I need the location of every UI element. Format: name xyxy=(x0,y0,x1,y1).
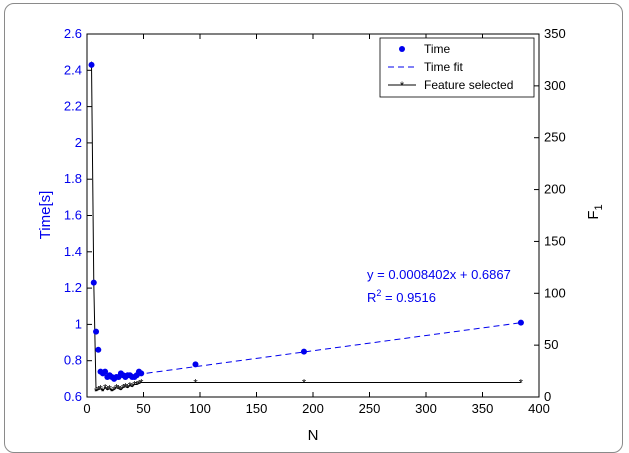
y-right-tick-label: 100 xyxy=(544,285,566,300)
legend-time-fit-label: Time fit xyxy=(424,60,464,74)
feature-selected-point: * xyxy=(137,379,142,391)
y-axis-right-label-base: F xyxy=(585,210,602,219)
y-left-tick-label: 1.2 xyxy=(64,280,82,295)
x-tick-label: 400 xyxy=(528,401,550,416)
fit-equation: y = 0.0008402x + 0.6867 xyxy=(367,267,511,282)
y-axis-left-label: Time[s] xyxy=(37,191,54,240)
feature-selected-point: * xyxy=(519,377,524,389)
chart-marks: ************************** xyxy=(88,60,524,398)
feature-selected-point: * xyxy=(121,383,126,395)
y-left-tick-label: 1 xyxy=(75,316,82,331)
feature-selected-point: * xyxy=(116,384,121,396)
x-tick-label: 250 xyxy=(359,401,381,416)
y-left-tick-label: 0.6 xyxy=(64,389,82,404)
y-right-tick-label: 300 xyxy=(544,78,566,93)
time-point xyxy=(192,361,199,368)
svg-text:F1: F1 xyxy=(585,204,605,219)
x-tick-label: 150 xyxy=(246,401,268,416)
time-fit-line xyxy=(136,322,521,376)
feature-selected-point: * xyxy=(114,383,119,395)
x-tick-label: 200 xyxy=(302,401,324,416)
time-point xyxy=(517,319,524,326)
feature-selected-point: * xyxy=(132,380,137,392)
feature-selected-point: * xyxy=(94,386,99,398)
legend-feature-label: Feature selected xyxy=(424,78,513,92)
x-tick-label: 0 xyxy=(83,401,90,416)
x-tick-label: 100 xyxy=(189,401,211,416)
feature-selected-point: * xyxy=(128,381,133,393)
feature-selected-point: * xyxy=(105,385,110,397)
y-right-tick-label: 350 xyxy=(544,26,566,41)
time-point xyxy=(93,328,100,335)
r-squared-base: R xyxy=(367,290,376,305)
feature-selected-point: * xyxy=(110,386,115,398)
y-left-tick-label: 2.4 xyxy=(64,62,82,77)
time-point xyxy=(138,370,145,377)
time-point xyxy=(102,368,109,375)
legend-time-label: Time xyxy=(424,42,451,56)
r-squared: R2 = 0.9516 xyxy=(367,288,436,305)
legend: Time Time fit * Feature selected xyxy=(379,37,535,98)
time-point xyxy=(300,348,307,355)
feature-selected-point: * xyxy=(126,383,131,395)
feature-selected-point: * xyxy=(302,377,307,389)
legend-box xyxy=(379,37,535,98)
r-squared-sup: 2 xyxy=(376,288,381,298)
x-axis-label: N xyxy=(308,427,319,443)
y-right-tick-label: 250 xyxy=(544,130,566,145)
feature-selected-point: * xyxy=(103,383,108,395)
y-left-tick-label: 0.8 xyxy=(64,353,82,368)
y-left-tick-label: 1.4 xyxy=(64,244,82,259)
feature-selected-point: * xyxy=(135,380,140,392)
legend-feature-marker: * xyxy=(400,80,405,92)
y-axis-right-label-sub: 1 xyxy=(593,204,605,210)
y-left-tick-label: 1.6 xyxy=(64,208,82,223)
legend-time-marker xyxy=(399,46,405,52)
feature-selected-point: * xyxy=(119,385,124,397)
time-features-chart: ************************** 0501001502002… xyxy=(37,26,605,443)
axes: 0 50 100 150 200 250 300 350 4000.60.811.21.41.6… xyxy=(64,26,566,416)
x-tick-label: 350 xyxy=(472,401,494,416)
y-left-tick-label: 2.6 xyxy=(64,26,82,41)
y-left-tick-label: 2 xyxy=(75,135,82,150)
y-axis-right-label: F1 xyxy=(585,204,605,219)
y-right-tick-label: 150 xyxy=(544,233,566,248)
y-left-tick-label: 2.2 xyxy=(64,99,82,114)
time-point xyxy=(90,279,97,286)
y-left-tick-label: 1.8 xyxy=(64,171,82,186)
x-tick-label: 300 xyxy=(415,401,437,416)
feature-selected-point: * xyxy=(112,385,117,397)
feature-selected-point: * xyxy=(139,377,144,389)
y-right-tick-label: 0 xyxy=(544,389,551,404)
time-point xyxy=(95,346,102,353)
feature-selected-line xyxy=(91,65,521,392)
time-point xyxy=(88,61,95,68)
y-right-tick-label: 200 xyxy=(544,182,566,197)
feature-selected-point: * xyxy=(193,377,198,389)
feature-selected-point: * xyxy=(98,384,103,396)
feature-selected-point: * xyxy=(101,386,106,398)
y-right-tick-label: 50 xyxy=(544,337,558,352)
feature-selected-point: * xyxy=(96,385,101,397)
feature-selected-point: * xyxy=(130,382,135,394)
x-tick-label: 50 xyxy=(136,401,150,416)
feature-selected-point: * xyxy=(107,384,112,396)
feature-selected-point: * xyxy=(123,382,128,394)
r-squared-value: = 0.9516 xyxy=(381,290,436,305)
